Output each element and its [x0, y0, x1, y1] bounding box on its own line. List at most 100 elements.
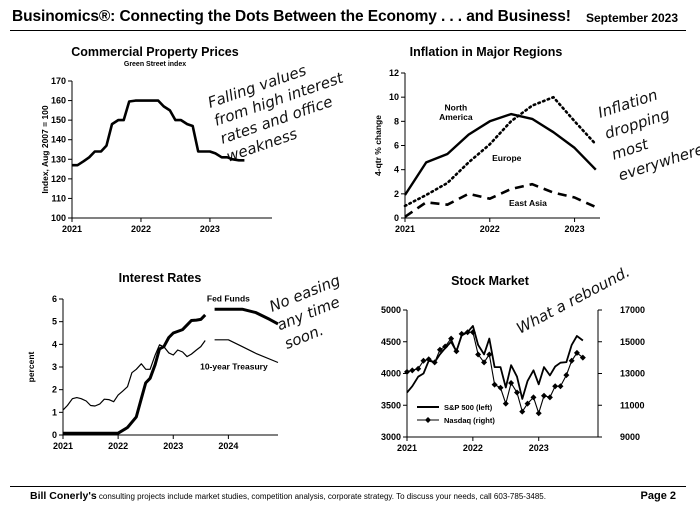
inflation-y-tick-label: 2: [394, 189, 399, 199]
stocks-y2-tick-label: 11000: [620, 400, 645, 410]
stocks-nasdaq-marker: [420, 357, 427, 364]
rates-series-fed-funds: [63, 313, 207, 435]
commercial-y-tick-label: 150: [51, 115, 66, 125]
commercial-price-line: [72, 99, 245, 167]
stocks-nasdaq-marker: [552, 383, 559, 390]
stocks-nasdaq-marker: [563, 372, 570, 379]
stocks-nasdaq-marker: [486, 351, 493, 358]
stocks-nasdaq-marker: [453, 348, 460, 355]
header-divider: [10, 30, 686, 31]
stocks-nasdaq-marker: [458, 330, 465, 337]
stocks-nasdaq-marker: [540, 392, 547, 399]
stocks-x-tick-label: 2022: [463, 443, 483, 453]
stocks-nasdaq-marker: [573, 349, 580, 356]
stocks-y-tick-label: 4000: [381, 369, 401, 379]
rates-y-tick-label: 4: [52, 339, 57, 349]
rates-chart: Interest Rates 0 1 2 3 4 5 6 2021 2022 2023 2024 per…: [26, 271, 343, 451]
rates-label-fed-funds: Fed Funds: [207, 293, 250, 303]
stocks-nasdaq-marker: [508, 380, 515, 387]
inflation-y-tick-label: 0: [394, 213, 399, 223]
rates-y-tick-label: 2: [52, 385, 57, 395]
commercial-y-axis-label: Index, Aug 2007 = 100: [40, 105, 50, 194]
stocks-nasdaq-marker: [425, 356, 432, 363]
stocks-nasdaq-marker: [502, 400, 509, 407]
stocks-nasdaq-marker: [436, 346, 443, 353]
stocks-y2-tick-label: 13000: [620, 369, 645, 379]
footer-text: Bill Conerly's consulting projects inclu…: [30, 490, 546, 502]
stocks-nasdaq-marker: [404, 368, 410, 375]
stocks-legend-sp500: S&P 500 (left): [444, 403, 493, 412]
stocks-y-tick-label: 4500: [381, 337, 401, 347]
rates-y-tick-label: 3: [52, 362, 57, 372]
commercial-x-tick-label: 2022: [131, 224, 151, 234]
commercial-x-tick-label: 2023: [200, 224, 220, 234]
commercial-y-tick-label: 110: [51, 193, 66, 203]
inflation-y-tick-label: 4: [394, 165, 399, 175]
stocks-nasdaq-marker: [568, 357, 575, 364]
rates-x-tick-label: 2022: [108, 441, 128, 451]
inflation-series-europe: [403, 95, 598, 208]
stocks-y2-tick-label: 15000: [620, 337, 645, 347]
commercial-chart: Commercial Property Prices Green Street i…: [40, 45, 347, 234]
stocks-nasdaq-marker: [442, 343, 449, 350]
rates-y-axis-label: percent: [26, 351, 36, 382]
stocks-nasdaq-marker: [530, 394, 537, 401]
rates-y-tick-label: 0: [52, 430, 57, 440]
inflation-y-axis-label: 4-qtr % change: [373, 115, 383, 176]
stocks-note-line: What a rebound.: [513, 263, 632, 338]
inflation-x-tick-label: 2022: [480, 224, 500, 234]
stocks-nasdaq-marker: [519, 408, 526, 415]
inflation-label-north: North: [445, 102, 468, 112]
inflation-series-north-america: [403, 112, 597, 196]
inflation-chart: Inflation in Major Regions 0 2 4 6 8 10 12 2021 2…: [373, 45, 700, 234]
inflation-series-east-asia: [404, 182, 597, 218]
stocks-nasdaq-marker: [481, 359, 488, 366]
inflation-y-tick-label: 12: [389, 68, 399, 78]
inflation-x-tick-label: 2021: [395, 224, 415, 234]
inflation-x-tick-label: 2023: [565, 224, 585, 234]
header-title: Businomics®: Connecting the Dots Between…: [12, 8, 571, 25]
stocks-nasdaq-marker: [448, 335, 455, 342]
inflation-y-tick-label: 8: [394, 116, 399, 126]
rates-x-tick-label: 2023: [163, 441, 183, 451]
inflation-y-tick-label: 10: [389, 92, 399, 102]
stocks-nasdaq-marker: [497, 384, 504, 391]
commercial-y-tick-label: 140: [51, 135, 66, 145]
stocks-nasdaq-marker: [546, 394, 553, 401]
commercial-y-tick-label: 170: [51, 76, 66, 86]
stocks-series-nasdaq: [406, 331, 584, 416]
stocks-y-tick-label: 3500: [381, 400, 401, 410]
stocks-y-tick-label: 3000: [381, 432, 401, 442]
stocks-x-tick-label: 2023: [529, 443, 549, 453]
stocks-y2-tick-label: 17000: [620, 305, 645, 315]
commercial-title: Commercial Property Prices: [71, 45, 238, 59]
stocks-title: Stock Market: [451, 274, 530, 288]
inflation-label-europe: Europe: [492, 153, 522, 163]
stocks-nasdaq-marker: [475, 351, 482, 358]
rates-series-10-year-treasury: [62, 340, 206, 411]
inflation-label-america: America: [439, 112, 473, 122]
commercial-y-tick-label: 100: [51, 213, 66, 223]
stocks-nasdaq-marker: [415, 365, 422, 372]
stocks-nasdaq-marker: [409, 367, 416, 374]
stocks-nasdaq-marker: [513, 389, 520, 396]
stocks-nasdaq-marker: [464, 329, 471, 336]
stocks-legend-nasdaq: Nasdaq (right): [444, 416, 495, 425]
stocks-legend-nasdaq-marker: [425, 417, 431, 423]
rates-series-10-year-treasury-forecast: [214, 339, 279, 364]
rates-x-tick-label: 2024: [218, 441, 238, 451]
stocks-chart: Stock Market 3000 3500 4000 4500 5000 9000 1100…: [381, 263, 645, 453]
stocks-x-tick-label: 2021: [397, 443, 417, 453]
rates-title: Interest Rates: [119, 271, 202, 285]
inflation-title: Inflation in Major Regions: [410, 45, 563, 59]
rates-y-tick-label: 1: [52, 407, 57, 417]
footer-contact: consulting projects include market studi…: [96, 492, 546, 501]
commercial-subtitle: Green Street index: [124, 61, 186, 68]
stocks-nasdaq-marker: [431, 359, 438, 366]
stocks-nasdaq-marker: [535, 410, 542, 417]
stocks-y2-tick-label: 9000: [620, 432, 640, 442]
